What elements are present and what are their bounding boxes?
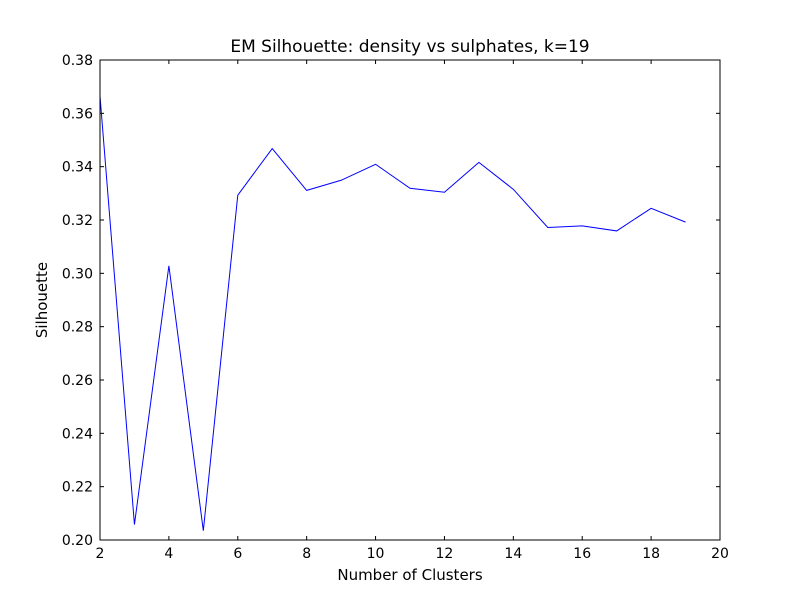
y-tick-label: 0.22 — [62, 480, 93, 496]
y-tick-label: 0.36 — [62, 106, 93, 122]
plot-frame — [99, 59, 721, 541]
y-tick-label: 0.24 — [62, 426, 93, 442]
y-tick-label: 0.20 — [62, 533, 93, 549]
y-tick-label: 0.26 — [62, 373, 93, 389]
chart-title: EM Silhouette: density vs sulphates, k=1… — [230, 37, 589, 57]
x-tick-label: 10 — [367, 546, 385, 562]
y-tick-label: 0.32 — [62, 213, 93, 229]
x-tick-label: 2 — [96, 546, 105, 562]
y-tick-label: 0.30 — [62, 266, 93, 282]
plot-series — [99, 95, 686, 531]
x-axis-label: Number of Clusters — [337, 566, 482, 584]
x-tick-label: 20 — [711, 546, 729, 562]
x-tick-label: 14 — [504, 546, 522, 562]
y-tick-label: 0.28 — [62, 320, 93, 336]
tick-labels: 2 4 6 8 10 12 14 16 18 20 0.20 0.22 0.24 0.26 0.28 0.30… — [62, 53, 729, 562]
x-tick-label: 18 — [642, 546, 660, 562]
x-tick-label: 12 — [436, 546, 454, 562]
silhouette-line — [99, 95, 686, 531]
x-tick-label: 16 — [573, 546, 591, 562]
y-axis-label: Silhouette — [33, 262, 51, 338]
x-tick-label: 6 — [233, 546, 242, 562]
y-tick-label: 0.38 — [62, 53, 93, 69]
x-tick-label: 8 — [302, 546, 311, 562]
y-tick-label: 0.34 — [62, 160, 93, 176]
x-tick-label: 4 — [164, 546, 173, 562]
